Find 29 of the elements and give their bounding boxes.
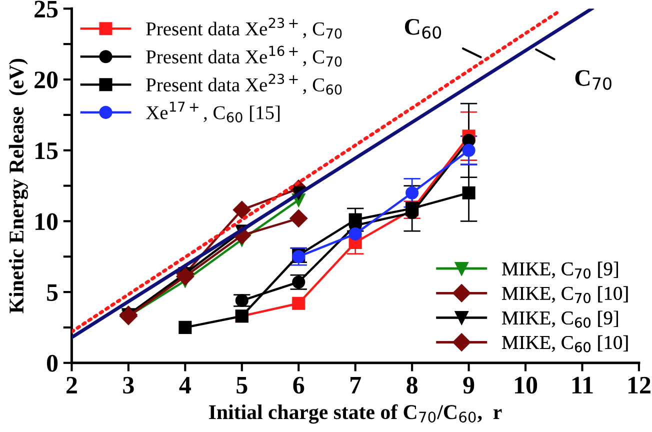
legend-label: MIKE, C$_{60}$ [9]	[502, 310, 618, 328]
legend-label: Present data Xe$^{23+}$, C$_{70}$	[146, 18, 342, 39]
x-tick-label: 7	[350, 377, 361, 394]
y-tick-label: 20	[34, 72, 58, 88]
x-tick-label: 9	[463, 376, 474, 394]
y-tick-label: 15	[36, 142, 58, 160]
x-tick-label: 11	[572, 376, 593, 394]
legend-label: Xe$^{17+}$, C$_{60}$ [15]	[146, 102, 280, 122]
y-tick-label: 5	[47, 284, 58, 301]
legend-label: MIKE, C$_{60}$ [10]	[502, 335, 628, 352]
y-tick-label: 10	[36, 213, 58, 230]
annotation: C$_{70}$	[575, 70, 612, 90]
legend-label: MIKE, C$_{70}$ [9]	[502, 262, 618, 279]
y-tick-label: 25	[34, 0, 58, 18]
x-tick-label: 5	[236, 377, 248, 394]
legend-label: Present data Xe$^{23+}$, C$_{60}$	[146, 74, 342, 95]
x-tick-label: 4	[179, 376, 191, 394]
legend-label: Present data Xe$^{16+}$, C$_{70}$	[146, 46, 342, 67]
x-tick-label: 2	[66, 376, 77, 394]
x-tick-label: 12	[628, 376, 650, 394]
legend-label: MIKE, C$_{70}$ [10]	[502, 286, 628, 304]
x-tick-label: 3	[123, 376, 134, 394]
x-tick-label: 6	[293, 376, 304, 394]
x-axis-title: Initial charge state of C$_{70}$/C$_{60}$, r	[209, 404, 502, 424]
annotation: C$_{60}$	[404, 18, 442, 39]
y-tick-label: 0	[46, 354, 58, 372]
x-tick-label: 8	[406, 376, 418, 394]
y-axis-title: Kinetic Energy Release (eV)	[8, 58, 28, 314]
x-tick-label: 10	[515, 376, 538, 394]
